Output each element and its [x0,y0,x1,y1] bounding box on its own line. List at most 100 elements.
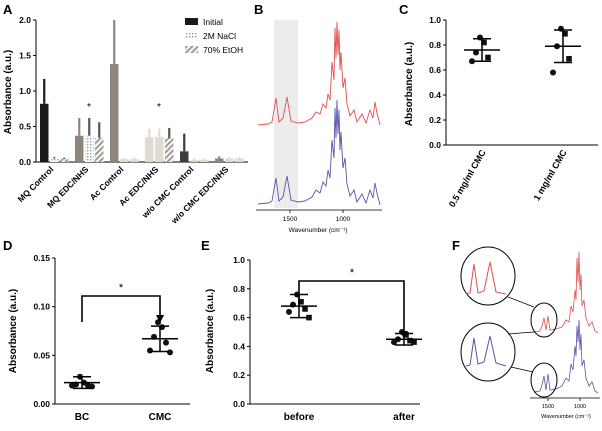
f-zoom-circle-large-top [460,246,516,306]
panel-b-ftir-spectra: 1500 1000 Wavenumber (cm⁻¹) [256,20,382,234]
a-bar-w-o-cmc-control-70-etoh [200,159,209,162]
c-y-tick-label: 0.8 [429,40,441,50]
c-y-axis-label: Absorbance (a.u.) [404,42,415,126]
d-point-cmc [167,349,173,356]
a-legend-label-initial: Initial [203,17,223,27]
a-bar-w-o-cmc-control-2m-nacl [190,159,199,162]
e-y-tick-label: 0.0 [233,399,245,409]
e-bracket-arrowhead [400,331,408,339]
a-bar-w-o-cmc-edc-nhs-2m-nacl [225,158,234,162]
a-y-axis-label: Absorbance (a.u.) [3,50,14,134]
a-legend-swatch-etoh [185,46,198,53]
e-significance-star: * [350,267,355,279]
c-y-tick-label: 0.0 [429,140,441,150]
a-legend-label-etoh: 70% EtOH [203,45,243,55]
a-legend-swatch-nacl [185,32,198,39]
f-zoom-circle-large-bottom [460,322,516,382]
c-y-tick-label: 1.0 [429,15,441,25]
panel-d-scatter: Absorbance (a.u.) 0.00 0.05 0.10 0.15 BC CMC… [8,253,190,423]
a-y-tick-label: 1.5 [19,51,31,61]
a-y-tick-label: 0.5 [19,122,31,132]
panel-a-bar-chart: Absorbance (a.u.) 0.00.51.01.52.0 MQ Con… [3,15,248,226]
f-connector-2 [507,331,535,335]
panel-label-e: E [201,238,210,253]
e-point-before [302,306,308,312]
b-spectrum-blue [257,99,381,206]
f-spectrum-blue [533,319,599,394]
a-bar-mq-control-70-etoh [60,159,69,162]
f-x-tick-label-1500: 1500 [542,404,554,410]
panel-label-a: A [3,2,13,17]
f-x-tick-label-1000: 1000 [574,404,586,410]
a-significance-star: * [157,102,161,113]
f-zoom-circle-small-top [530,302,558,338]
e-point-before [286,308,292,315]
d-y-tick-label: 0.00 [33,399,50,409]
c-point-0-5-mg-ml-cmc [473,49,479,56]
d-x-tick-label-cmc: CMC [149,412,172,423]
b-x-axis-label: Wavenumber (cm⁻¹) [289,227,348,234]
d-point-cmc [147,347,153,354]
e-y-axis-label: Absorbance (a.u.) [205,289,216,373]
a-bar-mq-control-2m-nacl [50,158,59,162]
a-legend-swatch-initial [185,18,198,25]
b-spectrum-red [257,21,381,126]
a-bar-mq-control-initial [40,103,49,162]
e-x-tick-label-before: before [284,412,315,423]
panel-e-scatter: Absorbance (a.u.) 0.0 0.2 0.4 0.6 0.8 1.0 bef… [205,255,422,423]
a-bar-ac-edc-nhs-2m-nacl [155,137,164,162]
a-y-tick-label: 2.0 [19,15,31,25]
c-point-0-5-mg-ml-cmc [485,54,491,61]
c-x-tick-label-0-5-mg-ml-cmc: 0.5 mg/ml CMC [447,148,488,209]
a-bar-ac-control-70-etoh [130,159,139,162]
d-y-tick-label: 0.05 [33,350,50,360]
a-bar-ac-edc-nhs-initial [145,137,154,162]
e-y-tick-label: 0.6 [233,313,245,323]
e-point-before [306,314,312,321]
f-x-axis-label: Wavenumber (cm⁻¹) [541,414,591,420]
a-x-tick-label-ac-control: Ac Control [88,164,126,202]
d-y-tick-label: 0.15 [33,253,50,263]
f-connector-1 [507,296,535,308]
a-bar-mq-edc-nhs-2m-nacl [85,135,94,162]
a-bar-mq-edc-nhs-70-etoh [95,137,104,162]
c-y-tick-label: 0.2 [429,115,441,125]
c-x-tick-label-1-mg-ml-cmc: 1 mg/ml CMC [532,148,569,203]
f-connector-3 [510,366,534,373]
panel-label-d: D [3,238,12,253]
e-y-tick-label: 0.4 [233,341,245,351]
a-legend: Initial 2M NaCl 70% EtOH [185,17,243,55]
a-bar-ac-edc-nhs-70-etoh [165,138,174,162]
c-y-tick-label: 0.6 [429,65,441,75]
d-y-tick-label: 0.10 [33,302,50,312]
e-y-tick-label: 0.8 [233,284,245,294]
panel-label-b: B [254,2,263,17]
c-point-1-mg-ml-cmc [562,30,568,37]
f-zoom-circle-small-bottom [530,362,558,398]
b-x-tick-label-1000: 1000 [336,216,351,223]
f-spectrum-red [533,251,599,334]
d-y-axis-label: Absorbance (a.u.) [8,289,19,373]
a-y-tick-label: 1.0 [19,86,31,96]
f-zoom-blue-peaks [465,335,507,367]
a-bar-w-o-cmc-edc-nhs-70-etoh [235,158,244,162]
a-x-tick-label-w-o-cmc-edc-nhs: w/o CMC EDC/NHS [169,164,231,226]
e-significance-bracket [298,280,405,334]
panel-f-zoomed-spectra: 1500 1000 Wavenumber (cm⁻¹) [460,246,600,420]
e-point-after [391,339,397,346]
d-bracket-arrowhead [156,315,164,323]
d-x-tick-label-bc: BC [75,412,89,423]
e-point-after [411,339,417,345]
a-bar-w-o-cmc-control-initial [180,151,189,162]
panel-c-scatter: Absorbance (a.u.) 0.0 0.2 0.4 0.6 0.8 1.0 0.5… [404,15,598,209]
panel-label-f: F [452,238,460,253]
b-x-tick-label-1500: 1500 [283,216,298,223]
panel-label-c: C [399,2,409,17]
d-point-bc [69,382,75,389]
a-legend-label-nacl: 2M NaCl [203,31,236,41]
e-y-tick-label: 1.0 [233,255,245,265]
c-point-1-mg-ml-cmc [550,69,556,76]
a-significance-star: * [87,102,91,113]
f-zoom-red-peaks [465,261,507,295]
